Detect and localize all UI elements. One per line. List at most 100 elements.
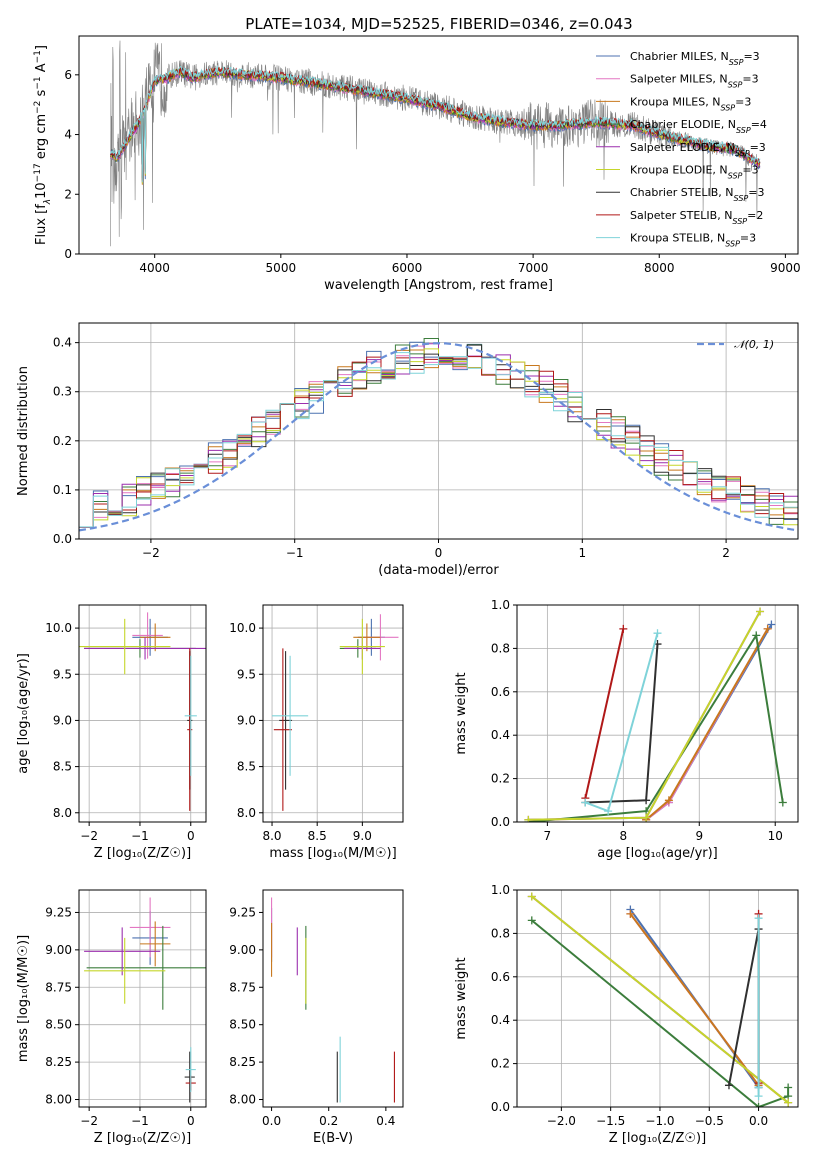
axes-frame bbox=[516, 604, 799, 823]
axes-frame bbox=[262, 889, 404, 1108]
x-tick-label: 9000 bbox=[770, 261, 801, 275]
y-tick-label: 8.0 bbox=[53, 806, 72, 820]
weight-marker bbox=[642, 796, 651, 805]
error-bar-point bbox=[185, 1047, 196, 1093]
y-tick-label: 2 bbox=[64, 187, 72, 201]
y-tick-label: 0.4 bbox=[491, 1013, 510, 1027]
y-tick-label: 4 bbox=[64, 128, 72, 142]
weight-vs-metallicity-panel: −2.0 −1.5 −1.0 −0.5 0.0 0.0 0.2 0.4 0.6 0.8 1.0 Z [… bbox=[454, 883, 799, 1146]
y-axis-label: mass weight bbox=[454, 672, 469, 754]
y-tick-label: 0.0 bbox=[491, 815, 510, 829]
plot-area bbox=[84, 897, 206, 1103]
legend-name: Kroupa ELODIE, N bbox=[630, 164, 728, 177]
y-tick-label: 8.00 bbox=[45, 1093, 72, 1107]
y-axis-label-part: −1 bbox=[33, 50, 43, 63]
weight-line bbox=[528, 632, 784, 822]
x-tick-label: −0.5 bbox=[695, 1114, 724, 1128]
weight-line bbox=[528, 611, 761, 821]
plot-area bbox=[271, 897, 395, 1103]
y-tick-label: 9.0 bbox=[53, 713, 72, 727]
plot-area bbox=[527, 892, 793, 1107]
y-tick-label: 0.2 bbox=[491, 1057, 510, 1071]
y-tick-label: 0.0 bbox=[491, 1100, 510, 1114]
error-bar-point bbox=[273, 648, 292, 811]
legend-name: Kroupa MILES, N bbox=[630, 95, 720, 108]
y-tick-label: 8.50 bbox=[45, 1018, 72, 1032]
axes-frame bbox=[78, 604, 207, 823]
y-tick-label: 0.2 bbox=[491, 772, 510, 786]
x-tick-label: 2 bbox=[722, 546, 730, 560]
y-tick-label: 0.0 bbox=[53, 532, 72, 546]
axes-frame bbox=[262, 604, 404, 823]
error-bar-point bbox=[339, 618, 385, 675]
x-tick-label: 0.0 bbox=[749, 1114, 768, 1128]
weight-marker bbox=[754, 1083, 763, 1092]
error-bar-point bbox=[84, 927, 161, 976]
x-tick-label: −2.0 bbox=[547, 1114, 576, 1128]
x-tick-label: 9.0 bbox=[353, 829, 372, 843]
y-axis-label: mass [log₁₀(M/M☉)] bbox=[16, 935, 31, 1062]
y-tick-label: 8.0 bbox=[237, 806, 256, 820]
x-tick-label: 10 bbox=[768, 829, 783, 843]
y-tick-label: 9.25 bbox=[229, 905, 256, 919]
legend-sub: SSP bbox=[735, 148, 750, 157]
y-tick-label: 0.1 bbox=[53, 483, 72, 497]
legend-tail: =3 bbox=[742, 164, 758, 177]
y-axis-label: age [log₁₀(age/yr)] bbox=[16, 653, 31, 774]
y-tick-label: 8.5 bbox=[53, 760, 72, 774]
x-tick-label: −1 bbox=[286, 546, 304, 560]
legend-name: Kroupa STELIB, N bbox=[630, 232, 725, 245]
legend-name: Salpeter ELODIE, N bbox=[630, 141, 735, 154]
y-tick-label: 0 bbox=[64, 247, 72, 261]
y-tick-label: 10.0 bbox=[229, 621, 256, 635]
weight-marker bbox=[664, 796, 673, 805]
age-vs-metallicity-panel: −2 −1 0 8.0 8.5 9.0 9.5 10.0 Z [log₁₀(Z/Z☉)] age … bbox=[16, 604, 207, 861]
y-tick-label: 8.50 bbox=[229, 1018, 256, 1032]
weight-line bbox=[584, 628, 625, 799]
legend-name: Salpeter STELIB, N bbox=[630, 209, 732, 222]
weight-marker bbox=[642, 813, 651, 822]
legend-entry: Kroupa ELODIE, NSSP=3 bbox=[630, 164, 759, 181]
legend-sub: SSP bbox=[736, 126, 751, 135]
weight-line bbox=[531, 895, 789, 1104]
weight-marker bbox=[527, 916, 536, 925]
axes-frame bbox=[78, 35, 799, 255]
plot-area bbox=[79, 612, 206, 811]
x-tick-label: 0 bbox=[435, 546, 443, 560]
x-tick-label: 4000 bbox=[139, 261, 170, 275]
legend-sub: SSP bbox=[729, 58, 744, 67]
y-tick-label: 0.8 bbox=[491, 926, 510, 940]
x-tick-label: −2 bbox=[80, 1114, 98, 1128]
x-tick-label: −1.0 bbox=[645, 1114, 674, 1128]
error-bar-point bbox=[184, 1051, 195, 1103]
figure-title: PLATE=1034, MJD=52525, FIBERID=0346, z=0… bbox=[245, 15, 632, 33]
weight-marker bbox=[784, 1098, 793, 1107]
x-tick-label: 7 bbox=[544, 829, 552, 843]
error-bar-point bbox=[129, 897, 171, 958]
y-axis-label: Normed distribution bbox=[16, 366, 31, 496]
error-bar-point bbox=[272, 655, 309, 776]
legend-tail: =3 bbox=[740, 232, 756, 245]
y-tick-label: 10.0 bbox=[45, 621, 72, 635]
x-tick-label: 8.0 bbox=[262, 829, 281, 843]
weight-marker bbox=[756, 607, 765, 616]
weight-marker bbox=[752, 631, 761, 640]
axes-frame bbox=[78, 889, 207, 1108]
x-tick-label: 0 bbox=[187, 829, 195, 843]
x-tick-label: 0.0 bbox=[262, 1114, 281, 1128]
x-tick-label: 6000 bbox=[392, 261, 423, 275]
legend-entry: Chabrier ELODIE, NSSP=4 bbox=[630, 118, 767, 135]
error-bar-point bbox=[139, 921, 171, 967]
x-tick-label: 7000 bbox=[518, 261, 549, 275]
weight-marker bbox=[527, 892, 536, 901]
mass-vs-metallicity-panel: −2 −1 0 8.00 8.25 8.50 8.75 9.00 9.25 Z [log₁₀(Z/… bbox=[16, 889, 207, 1146]
legend-sub: SSP bbox=[720, 103, 735, 112]
weight-line bbox=[645, 628, 769, 821]
x-axis-label: E(B-V) bbox=[313, 1131, 353, 1146]
y-tick-label: 0.2 bbox=[53, 434, 72, 448]
x-tick-label: 9 bbox=[695, 829, 703, 843]
legend-sub: SSP bbox=[728, 80, 743, 89]
weight-marker bbox=[767, 620, 776, 629]
